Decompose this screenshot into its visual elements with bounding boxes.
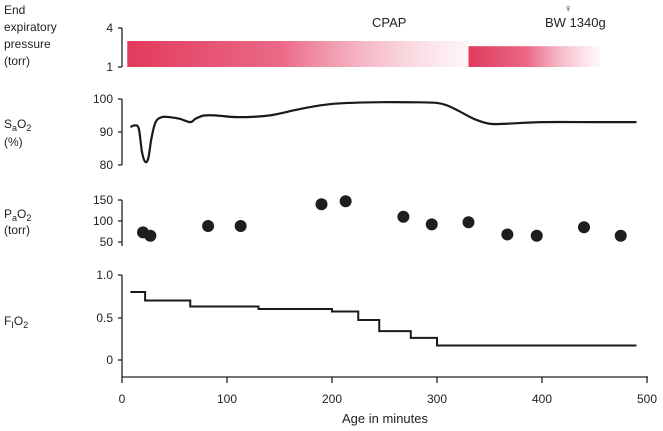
fio2-label-sub-2: 2: [23, 320, 28, 330]
pao2-label: PaO2: [4, 207, 31, 223]
sao2-tick-label-80: 80: [100, 158, 114, 172]
sao2-unit: (%): [4, 135, 23, 149]
sao2-tick-label-90: 90: [100, 125, 114, 139]
x-tick-label-500: 500: [637, 392, 657, 406]
eep-label: End expiratory pressure (torr): [4, 3, 60, 68]
pao2-label-p: P: [4, 207, 12, 221]
eep-label-line-2: expiratory: [4, 20, 57, 34]
sao2-panel: SaO2 (%) 100 90 80: [4, 92, 637, 172]
pao2-point: [501, 228, 513, 240]
x-tick-label-200: 200: [322, 392, 342, 406]
pao2-tick-label-50: 50: [100, 235, 114, 249]
pao2-label-sub-2: 2: [26, 213, 31, 223]
pao2-point: [340, 195, 352, 207]
eep-segment-0: [127, 41, 468, 67]
x-axis: 0 100 200 300 400 500 Age in minutes: [119, 377, 658, 426]
pao2-point: [235, 220, 247, 232]
pao2-point: [397, 211, 409, 223]
eep-bars: [127, 41, 600, 67]
eep-label-line-3: pressure: [4, 37, 51, 51]
x-axis-title: Age in minutes: [342, 411, 428, 426]
x-tick-label-400: 400: [532, 392, 552, 406]
x-tick-label-0: 0: [119, 392, 126, 406]
pao2-point: [316, 198, 328, 210]
pao2-point: [615, 230, 627, 242]
physiology-chart: CPAP BW 1340g ♀ End expiratory pressure …: [0, 0, 663, 431]
eep-tick-label-4: 4: [106, 21, 113, 35]
pao2-tick-label-150: 150: [93, 193, 113, 207]
eep-panel: End expiratory pressure (torr) 4 1: [4, 3, 600, 74]
fio2-label-o: O: [14, 314, 23, 328]
fio2-step-line: [130, 292, 636, 346]
x-tick-label-300: 300: [427, 392, 447, 406]
sao2-label-sub-2: 2: [26, 123, 31, 133]
pao2-point: [531, 230, 543, 242]
pao2-points: [137, 195, 627, 241]
x-tick-label-100: 100: [217, 392, 237, 406]
pao2-point: [578, 221, 590, 233]
sao2-label-s: S: [4, 117, 12, 131]
eep-label-line-1: End: [4, 3, 25, 17]
pao2-point: [463, 216, 475, 228]
fio2-tick-label-0: 0: [106, 353, 113, 367]
pao2-unit: (torr): [4, 223, 30, 237]
eep-segment-1: [469, 46, 600, 67]
fio2-tick-label-1: 1.0: [96, 268, 113, 282]
pao2-point: [426, 218, 438, 230]
sao2-tick-label-100: 100: [93, 92, 113, 106]
pao2-point: [144, 230, 156, 242]
sao2-label-o: O: [17, 117, 26, 131]
fio2-panel: FIO2 1.0 0.5 0: [4, 268, 637, 377]
pao2-label-o: O: [17, 207, 26, 221]
pao2-tick-label-100: 100: [93, 214, 113, 228]
eep-label-line-4: (torr): [4, 54, 30, 68]
pao2-point: [202, 220, 214, 232]
cpap-label: CPAP: [372, 15, 406, 30]
eep-tick-label-1: 1: [106, 60, 113, 74]
fio2-tick-label-0.5: 0.5: [96, 311, 113, 325]
fio2-label: FIO2: [4, 314, 28, 330]
sao2-label: SaO2: [4, 117, 31, 133]
female-symbol: ♀: [564, 3, 572, 15]
fio2-label-f: F: [4, 314, 11, 328]
birth-weight-label: BW 1340g: [545, 15, 606, 30]
x-ticks: 0 100 200 300 400 500: [119, 377, 658, 406]
sao2-series-line: [130, 102, 636, 162]
pao2-panel: PaO2 (torr) 150 100 50: [4, 193, 627, 249]
